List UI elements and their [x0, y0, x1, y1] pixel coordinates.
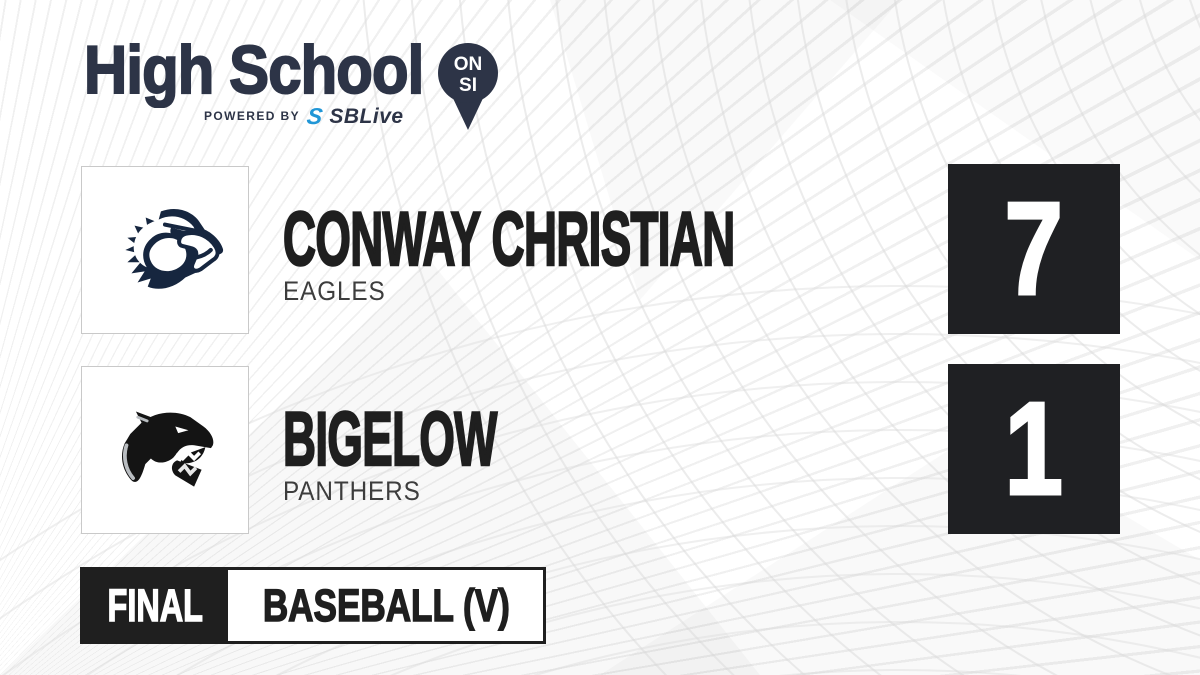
team-row: CONWAY CHRISTIAN EAGLES 7	[81, 164, 1121, 334]
team-score-box: 7	[948, 164, 1120, 334]
team-score: 7	[1003, 175, 1064, 322]
team-mascot: EAGLES	[283, 276, 386, 306]
status-badge: FINAL	[83, 570, 228, 641]
team-logo-box	[81, 366, 249, 534]
sport-label: BASEBALL (V)	[262, 580, 510, 631]
team-score: 1	[1003, 375, 1064, 522]
panther-head-logo-icon	[122, 411, 214, 487]
team-logo-box	[81, 166, 249, 334]
powered-by-row: POWERED BY S SBLive	[204, 102, 404, 129]
team-mascot: PANTHERS	[283, 476, 421, 506]
on-si-pin-icon: ON SI	[438, 43, 498, 130]
pin-badge-si-text: SI	[459, 75, 477, 96]
powered-by-label: POWERED BY	[204, 109, 301, 123]
game-status-bar: FINAL BASEBALL (V)	[80, 567, 546, 644]
team-row: BIGELOW PANTHERS 1	[81, 364, 1121, 534]
sblive-s-icon: S	[305, 102, 325, 129]
team-name: CONWAY CHRISTIAN	[282, 197, 736, 282]
pin-badge-on-text: ON	[454, 54, 483, 75]
team-score-box: 1	[948, 364, 1120, 534]
sblive-wordmark: SBLive	[329, 104, 404, 128]
brand-title: High School	[83, 32, 425, 108]
team-name: BIGELOW	[282, 397, 498, 482]
eagle-head-logo-icon	[125, 208, 224, 289]
